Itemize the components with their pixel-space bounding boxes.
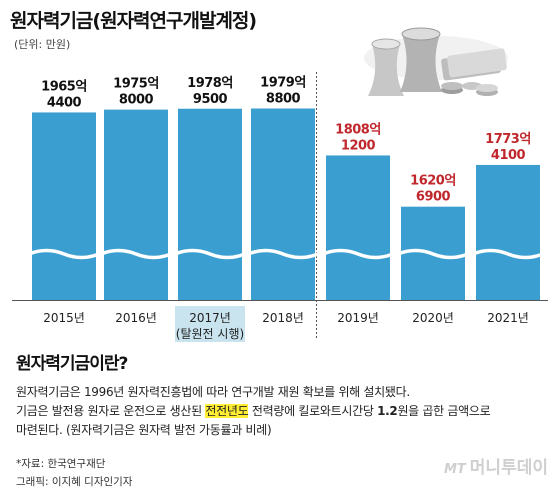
bar-label-top-0: 1965억 [41, 79, 87, 94]
bar-label-bottom-2: 9500 [193, 92, 228, 107]
bar-2 [178, 108, 242, 301]
bar-1 [104, 109, 168, 300]
x-tick-label-0: 2015년 [43, 311, 85, 325]
x-tick-label-2: 2017년 [189, 311, 231, 325]
graphic-credit: 그래픽: 이지혜 디자인기자 [16, 476, 133, 488]
axis-break-6 [472, 248, 544, 260]
info-line-2-a: 기금은 발전용 원자로 운전으로 생산된 [16, 404, 206, 418]
bar-label-top-2: 1978억 [187, 76, 233, 91]
bar-0 [32, 112, 96, 300]
bar-4 [326, 155, 390, 300]
bar-label-bottom-0: 4400 [47, 95, 82, 110]
logo-mark: MT [443, 462, 466, 477]
bar-label-top-4: 1808억 [335, 122, 381, 137]
info-line-3: 마련된다. (원자력기금은 원자력 발전 가동률과 비례) [16, 423, 272, 437]
bar-3 [251, 108, 315, 300]
axis-break-0 [28, 248, 100, 260]
highlight-band-2 [175, 306, 245, 342]
rate-value: 1.2 [377, 404, 398, 418]
bar-label-bottom-3: 8800 [266, 91, 301, 106]
bar-label-top-6: 1773억 [485, 132, 531, 147]
info-line-2-c: 원을 곱한 금액으로 [397, 404, 491, 418]
bar-label-bottom-6: 4100 [491, 148, 526, 163]
info-line-2-b: 전력량에 킬로와트시간당 [248, 404, 378, 418]
axis-break-1 [100, 248, 172, 260]
info-heading: 원자력기금이란? [16, 354, 128, 374]
bar-label-top-1: 1975억 [113, 77, 159, 92]
axis-break-5 [397, 248, 469, 260]
bar-label-bottom-4: 1200 [341, 138, 376, 153]
unit-label: (단위: 만원) [14, 38, 71, 51]
x-tick-label-4: 2019년 [337, 311, 379, 325]
bar-label-bottom-5: 6900 [416, 190, 451, 205]
bar-label-top-5: 1620억 [410, 174, 456, 189]
bar-label-top-3: 1979억 [260, 75, 306, 90]
source-credit: *자료: 한국연구재단 그래픽: 이지혜 디자인기자 [16, 455, 132, 491]
axis-break-3 [247, 248, 319, 260]
x-tick-label-3: 2018년 [262, 311, 304, 325]
source-text: *자료: 한국연구재단 [16, 458, 106, 470]
logo-text: 머니투데이 [469, 458, 548, 478]
x-tick-label-6: 2021년 [487, 311, 529, 325]
x-sublabel-2: (탈원전 시행) [176, 326, 244, 341]
axis-break-2 [174, 248, 246, 260]
x-tick-label-5: 2020년 [412, 311, 454, 325]
x-tick-label-1: 2016년 [115, 311, 157, 325]
bar-6 [476, 164, 540, 300]
chart-title: 원자력기금(원자력연구개발계정) [10, 10, 257, 32]
info-line-1: 원자력기금은 1996년 원자력진흥법에 따라 연구개발 재원 확보를 위해 설… [16, 385, 410, 399]
axis-break-4 [322, 248, 394, 260]
info-description: 원자력기금은 1996년 원자력진흥법에 따라 연구개발 재원 확보를 위해 설… [16, 383, 552, 440]
bar-label-bottom-1: 8000 [119, 93, 154, 108]
info-line-2: 기금은 발전용 원자로 운전으로 생산된 전전년도 전력량에 킬로와트시간당 1… [16, 402, 552, 421]
cooling-tower-illustration [364, 27, 508, 96]
highlighted-term: 전전년도 [205, 404, 249, 418]
publisher-logo: MT 머니투데이 [444, 453, 548, 478]
